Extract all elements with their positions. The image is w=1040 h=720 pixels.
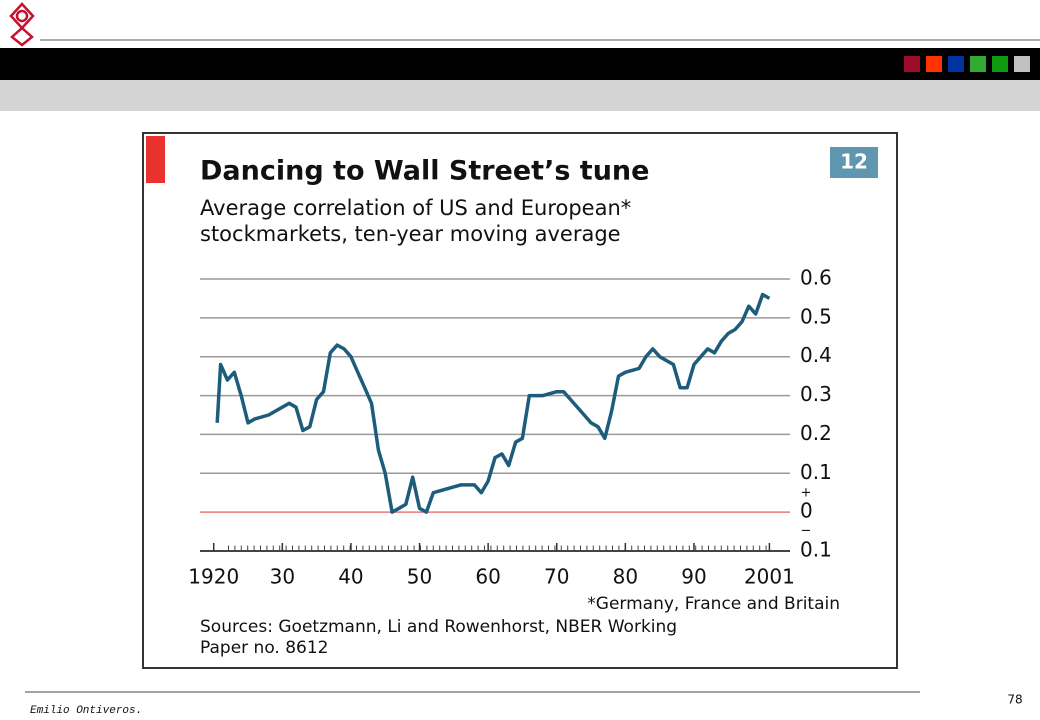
chart-subtitle: Average correlation of US and European* bbox=[200, 196, 631, 220]
sign-marker: − bbox=[801, 524, 812, 539]
data-line bbox=[215, 292, 771, 514]
page-number: 78 bbox=[1007, 693, 1022, 707]
source: Sources: Goetzmann, Li and Rowenhorst, N… bbox=[200, 617, 677, 637]
y-tick-label: 0 bbox=[800, 499, 813, 523]
source: Paper no. 8612 bbox=[200, 638, 329, 658]
chart-frame bbox=[142, 132, 898, 669]
footnote: *Germany, France and Britain bbox=[587, 594, 840, 614]
y-tick-label: 0.5 bbox=[800, 304, 832, 328]
y-tick-label: 0.6 bbox=[800, 266, 832, 290]
x-tick-label: 50 bbox=[407, 565, 432, 589]
x-tick-label: 90 bbox=[681, 565, 706, 589]
x-tick-label: 40 bbox=[338, 565, 363, 589]
chart-title: Dancing to Wall Street’s tune bbox=[200, 156, 649, 187]
x-tick-label: 80 bbox=[613, 565, 638, 589]
footer-author: Emilio Ontiveros. bbox=[30, 705, 142, 717]
y-tick-label: 0.1 bbox=[800, 538, 832, 562]
y-tick-label: 0.1 bbox=[800, 460, 832, 484]
y-tick-label: 0.4 bbox=[800, 343, 832, 367]
x-tick-label: 1920 bbox=[188, 565, 239, 589]
color-squares bbox=[904, 56, 1030, 72]
chart-badge bbox=[830, 147, 878, 178]
red-tab bbox=[146, 136, 165, 183]
x-tick-label: 70 bbox=[544, 565, 569, 589]
header-bar bbox=[0, 48, 1040, 80]
chart-subtitle: stockmarkets, ten-year moving average bbox=[200, 222, 621, 246]
subheader-bar bbox=[0, 80, 1040, 111]
x-tick-label: 60 bbox=[475, 565, 500, 589]
logo bbox=[9, 2, 35, 47]
chart-number: 12 bbox=[840, 150, 868, 174]
x-tick-label: 30 bbox=[270, 565, 295, 589]
y-tick-label: 0.2 bbox=[800, 421, 832, 445]
y-tick-label: 0.3 bbox=[800, 382, 832, 406]
x-tick-label: 2001 bbox=[744, 565, 795, 589]
sign-marker: + bbox=[801, 486, 812, 501]
